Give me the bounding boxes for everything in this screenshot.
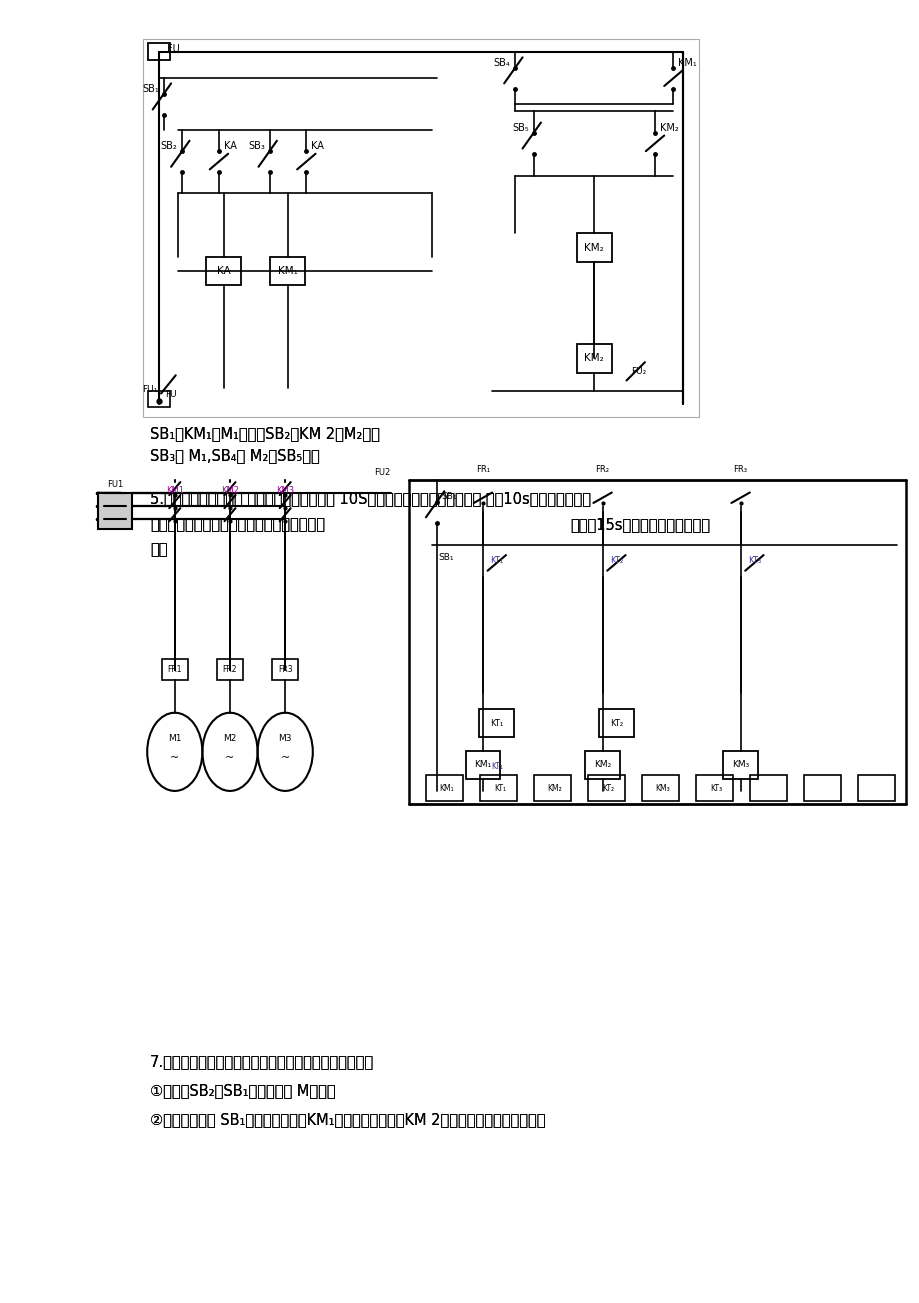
- Text: 7.画出笼型异步电动机的能耗制动控制电路，要求如下。: 7.画出笼型异步电动机的能耗制动控制电路，要求如下。: [150, 1054, 374, 1070]
- Text: 行。: 行。: [150, 542, 167, 558]
- Text: KT₂: KT₂: [609, 719, 622, 727]
- Text: KM₃: KM₃: [654, 784, 669, 792]
- Text: SB₁、KM₁、M₁启动，SB₂、KM 2、M₂启动: SB₁、KM₁、M₁启动，SB₂、KM 2、M₂启动: [150, 426, 380, 442]
- Bar: [749, 775, 787, 801]
- Text: FR₁: FR₁: [475, 465, 490, 474]
- Text: FU₂: FU₂: [630, 367, 646, 375]
- Bar: [148, 43, 170, 60]
- Text: M1: M1: [168, 735, 181, 743]
- Bar: [217, 659, 243, 680]
- Text: KM₂: KM₂: [594, 761, 610, 769]
- Text: SB₁、KM₁、M₁启动，SB₂、KM 2、M₂启动: SB₁、KM₁、M₁启动，SB₂、KM 2、M₂启动: [150, 426, 380, 442]
- Text: KM₂: KM₂: [659, 122, 677, 133]
- Bar: [270, 257, 305, 285]
- Text: FU: FU: [165, 390, 176, 399]
- Text: M2: M2: [223, 735, 236, 743]
- Bar: [641, 775, 678, 801]
- Text: KT₂: KT₂: [609, 556, 622, 564]
- Text: FR1: FR1: [167, 666, 182, 674]
- Text: 7.画出笼型异步电动机的能耗制动控制电路，要求如下。: 7.画出笼型异步电动机的能耗制动控制电路，要求如下。: [150, 1054, 374, 1070]
- Text: KT₃: KT₃: [747, 556, 760, 564]
- Bar: [696, 775, 732, 801]
- Text: KM₃: KM₃: [732, 761, 748, 769]
- Text: 5.设计一个控制电路， 要求第一台电动机启动 10S后，第二台电动机自行起动， 运行10s后，第一台电动: 5.设计一个控制电路， 要求第一台电动机启动 10S后，第二台电动机自行起动， …: [150, 491, 590, 507]
- Text: 5.设计一个控制电路， 要求第一台电动机启动 10S后，第二台电动机自行起动， 运行10s后，第一台电动: 5.设计一个控制电路， 要求第一台电动机启动 10S后，第二台电动机自行起动， …: [150, 491, 590, 507]
- Text: KT₁: KT₁: [490, 556, 503, 564]
- Text: FR2: FR2: [222, 666, 237, 674]
- Text: SB₃: SB₃: [248, 141, 265, 151]
- Bar: [857, 775, 894, 801]
- Text: KM₁: KM₁: [438, 784, 453, 792]
- Bar: [587, 775, 624, 801]
- Bar: [722, 751, 757, 779]
- Text: M3: M3: [278, 735, 291, 743]
- Text: 行。: 行。: [150, 542, 167, 558]
- Bar: [425, 775, 462, 801]
- Text: KM₁: KM₁: [677, 57, 696, 68]
- Text: FR₃: FR₃: [732, 465, 747, 474]
- Text: KM₁: KM₁: [278, 266, 298, 276]
- Text: FU2: FU2: [373, 468, 390, 477]
- Text: ~: ~: [280, 753, 289, 764]
- Bar: [533, 775, 571, 801]
- Bar: [98, 493, 131, 529]
- Bar: [272, 659, 298, 680]
- Text: KM₂: KM₂: [584, 242, 604, 253]
- Text: FR3: FR3: [278, 666, 292, 674]
- Text: SB₅: SB₅: [512, 122, 528, 133]
- Text: 机停止运行并同时使第三台电动机自行起动，: 机停止运行并同时使第三台电动机自行起动，: [150, 517, 324, 533]
- Text: ~: ~: [225, 753, 234, 764]
- Text: SB₃停 M₁,SB₄停 M₂，SB₅总停: SB₃停 M₁,SB₄停 M₂，SB₅总停: [150, 448, 320, 464]
- Text: ②按下停止按鈕 SB₁时，应使接触器KM₁断电释放，接触器KM 2通电运行，进行能耗制动。: ②按下停止按鈕 SB₁时，应使接触器KM₁断电释放，接触器KM 2通电运行，进行…: [150, 1111, 545, 1127]
- Text: KM₂: KM₂: [546, 784, 562, 792]
- Bar: [148, 391, 170, 407]
- Text: KM₂: KM₂: [584, 353, 604, 364]
- Bar: [803, 775, 840, 801]
- Text: KM1: KM1: [165, 486, 184, 495]
- Text: SB₃停 M₁,SB₄停 M₂，SB₅总停: SB₃停 M₁,SB₄停 M₂，SB₅总停: [150, 448, 320, 464]
- Text: KM3: KM3: [276, 486, 294, 495]
- Bar: [162, 659, 187, 680]
- Text: FR₂: FR₂: [595, 465, 609, 474]
- Bar: [584, 751, 619, 779]
- Text: SB₂: SB₂: [161, 141, 177, 151]
- Text: SB₁: SB₁: [441, 493, 457, 500]
- Text: FU1: FU1: [107, 480, 123, 489]
- Text: 机停止运行并同时使第三台电动机自行起动，: 机停止运行并同时使第三台电动机自行起动，: [150, 517, 324, 533]
- Bar: [598, 709, 633, 737]
- Text: FU: FU: [166, 44, 179, 55]
- Text: ~: ~: [170, 753, 179, 764]
- Bar: [576, 344, 611, 373]
- Bar: [465, 751, 500, 779]
- Text: KM₁: KM₁: [474, 761, 491, 769]
- Bar: [480, 775, 516, 801]
- Text: ②按下停止按鈕 SB₁时，应使接触器KM₁断电释放，接触器KM 2通电运行，进行能耗制动。: ②按下停止按鈕 SB₁时，应使接触器KM₁断电释放，接触器KM 2通电运行，进行…: [150, 1111, 545, 1127]
- Text: 再运行15s后，电动机全部停止运: 再运行15s后，电动机全部停止运: [570, 517, 709, 533]
- Text: KT₃: KT₃: [709, 784, 721, 792]
- Text: KT₁: KT₁: [490, 719, 503, 727]
- Text: KA: KA: [217, 266, 230, 276]
- Text: 再运行15s后，电动机全部停止运: 再运行15s后，电动机全部停止运: [570, 517, 709, 533]
- Bar: [479, 709, 514, 737]
- Text: ①用按鈕SB₂和SB₁控制电动机 M的起停: ①用按鈕SB₂和SB₁控制电动机 M的起停: [150, 1083, 335, 1098]
- Bar: [206, 257, 241, 285]
- Text: SB₁: SB₁: [438, 554, 453, 562]
- Text: SB₁: SB₁: [142, 83, 159, 94]
- Text: KT₁: KT₁: [490, 762, 503, 771]
- Text: SB₄: SB₄: [494, 57, 510, 68]
- Text: KM2: KM2: [221, 486, 239, 495]
- Text: FU₁: FU₁: [142, 386, 157, 394]
- Bar: [142, 39, 698, 417]
- Text: KT₂: KT₂: [602, 784, 614, 792]
- Text: KA: KA: [223, 141, 236, 151]
- Text: KT₁: KT₁: [494, 784, 505, 792]
- Text: ①用按鈕SB₂和SB₁控制电动机 M的起停: ①用按鈕SB₂和SB₁控制电动机 M的起停: [150, 1083, 335, 1098]
- Bar: [576, 233, 611, 262]
- Text: KA: KA: [311, 141, 323, 151]
